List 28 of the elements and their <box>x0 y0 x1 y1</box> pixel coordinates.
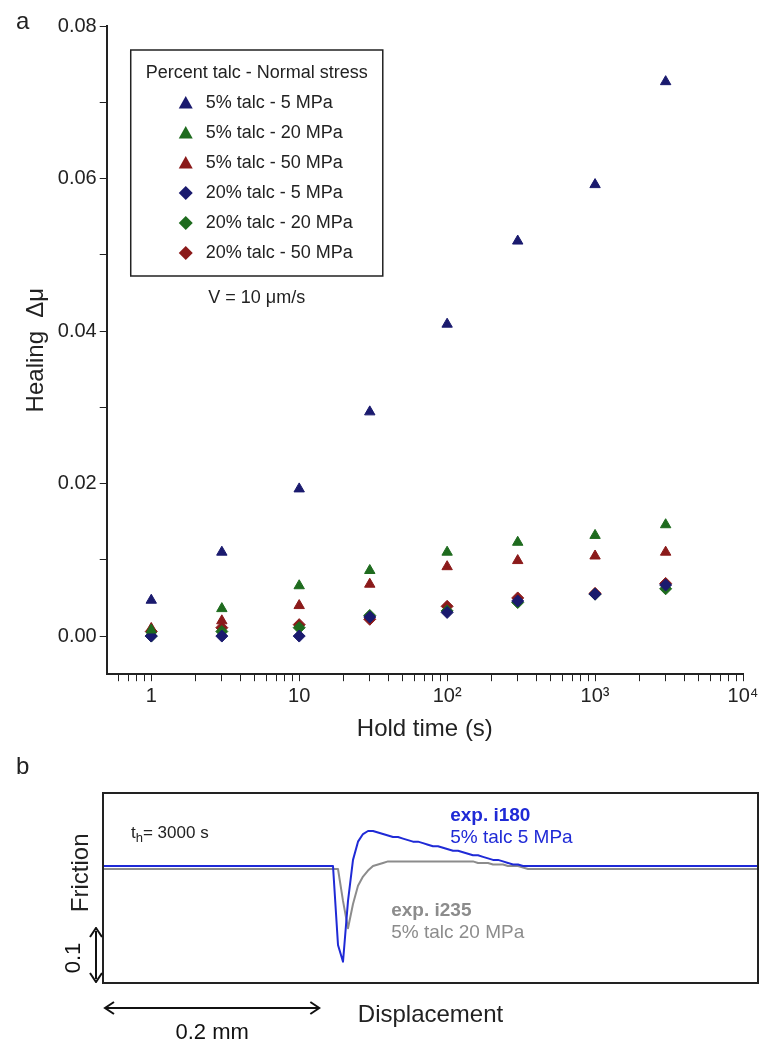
legend-title: Percent talc - Normal stress <box>145 61 368 82</box>
text: 0.2 mm <box>174 1019 250 1045</box>
legend-label: 5% talc - 5 MPa <box>205 91 334 112</box>
y-tick-label: 0.02 <box>57 471 97 494</box>
x-axis-title: Hold time (s) <box>356 714 493 742</box>
y-tick-label: 0.08 <box>57 13 97 36</box>
legend-label: 20% talc - 20 MPa <box>205 211 354 232</box>
y-axis-title: Friction <box>65 833 93 913</box>
x-tick-label: 10³ <box>580 683 610 706</box>
y-tick-label: 0.04 <box>57 318 97 341</box>
legend-label: 20% talc - 5 MPa <box>205 181 344 202</box>
text: 0.1 <box>60 941 86 976</box>
legend-label: 5% talc - 50 MPa <box>205 151 344 172</box>
legend-label: 5% talc - 20 MPa <box>205 121 344 142</box>
series-label: exp. i180 5% talc 5 MPa <box>450 804 574 848</box>
x-tick-label: 1 <box>145 683 157 706</box>
chart-title: b <box>16 751 30 779</box>
annotation: V = 10 μm/s <box>208 286 306 307</box>
x-tick-label: 10⁴ <box>727 683 759 706</box>
y-axis-title: Healing Δμ <box>21 287 49 413</box>
x-axis-title: Displacement <box>357 999 504 1027</box>
x-tick-label: 10² <box>432 683 462 706</box>
y-tick-label: 0.06 <box>57 166 97 189</box>
legend-label: 20% talc - 50 MPa <box>205 241 354 262</box>
chart-title: a <box>16 6 30 34</box>
x-tick-label: 10 <box>288 683 311 706</box>
y-tick-label: 0.00 <box>57 623 97 646</box>
series-label: exp. i235 5% talc 20 MPa <box>391 899 525 943</box>
